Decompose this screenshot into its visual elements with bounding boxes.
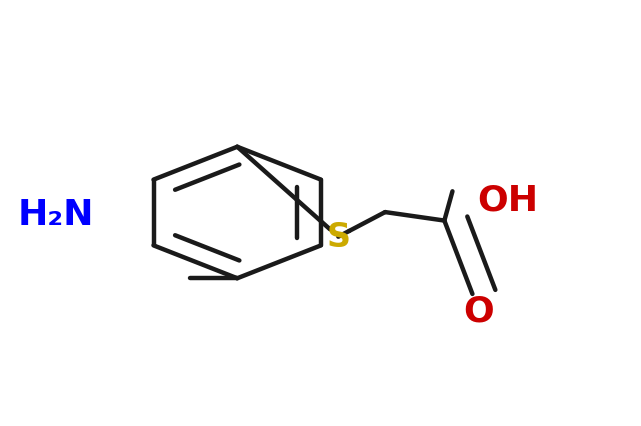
Text: OH: OH	[478, 183, 538, 217]
Text: O: O	[463, 294, 494, 328]
Text: S: S	[326, 221, 350, 253]
Text: H₂N: H₂N	[17, 197, 94, 231]
